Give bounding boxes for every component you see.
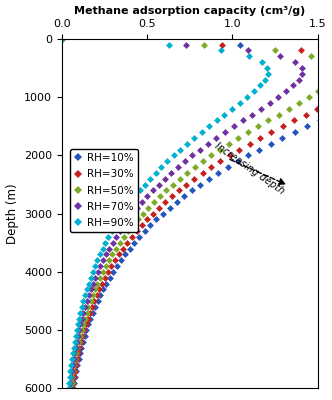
RH=90% xyxy=(60,36,64,41)
RH=90% xyxy=(215,118,219,123)
Line: RH=70%: RH=70% xyxy=(59,36,304,391)
RH=30% xyxy=(60,36,64,41)
RH=30% xyxy=(121,246,125,251)
RH=10% xyxy=(236,159,240,164)
Line: RH=50%: RH=50% xyxy=(59,36,332,391)
RH=30% xyxy=(79,340,83,344)
RH=50% xyxy=(266,118,270,123)
RH=50% xyxy=(60,36,64,41)
RH=10% xyxy=(71,386,75,391)
RH=90% xyxy=(73,340,77,344)
RH=30% xyxy=(70,386,74,391)
Line: RH=30%: RH=30% xyxy=(59,36,332,391)
RH=10% xyxy=(318,118,322,123)
RH=50% xyxy=(114,246,118,251)
RH=90% xyxy=(165,159,169,164)
RH=30% xyxy=(218,159,222,164)
RH=30% xyxy=(315,106,319,111)
RH=70% xyxy=(75,340,79,344)
RH=70% xyxy=(183,159,187,164)
RH=30% xyxy=(140,223,144,228)
RH=70% xyxy=(240,118,244,123)
RH=90% xyxy=(113,223,117,228)
RH=70% xyxy=(60,36,64,41)
RH=70% xyxy=(68,386,72,391)
RH=50% xyxy=(131,223,135,228)
X-axis label: Methane adsorption capacity (cm³/g): Methane adsorption capacity (cm³/g) xyxy=(74,6,305,16)
RH=50% xyxy=(69,386,73,391)
RH=70% xyxy=(107,246,111,251)
Text: Increasing depth: Increasing depth xyxy=(213,141,286,196)
Line: RH=90%: RH=90% xyxy=(59,36,270,391)
RH=90% xyxy=(67,386,71,391)
RH=50% xyxy=(287,106,291,111)
RH=10% xyxy=(148,223,152,228)
Y-axis label: Depth (m): Depth (m) xyxy=(6,183,19,244)
Line: RH=10%: RH=10% xyxy=(59,36,332,391)
RH=50% xyxy=(201,159,205,164)
RH=50% xyxy=(77,340,81,344)
RH=10% xyxy=(81,340,85,344)
RH=90% xyxy=(101,246,105,251)
RH=10% xyxy=(127,246,131,251)
RH=10% xyxy=(60,36,64,41)
Legend: RH=10%, RH=30%, RH=50%, RH=70%, RH=90%: RH=10%, RH=30%, RH=50%, RH=70%, RH=90% xyxy=(70,149,138,232)
RH=90% xyxy=(230,106,234,111)
RH=70% xyxy=(259,106,263,111)
RH=30% xyxy=(292,118,296,123)
RH=70% xyxy=(122,223,126,228)
